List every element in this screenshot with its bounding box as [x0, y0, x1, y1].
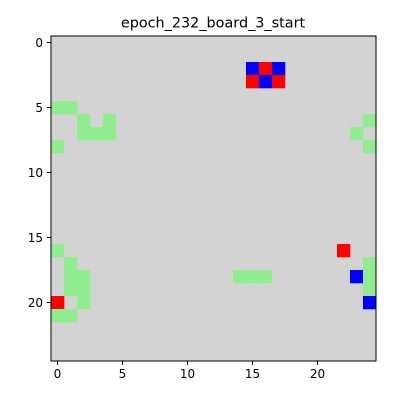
board-cell-blue: [350, 270, 364, 284]
game-board: 0 5 10 15 20 0 5 10 15 20: [28, 35, 377, 381]
board-cell-green: [246, 270, 260, 284]
board-cell-green: [64, 270, 78, 284]
board-cell-red: [272, 75, 286, 89]
board-cell-green: [64, 283, 78, 297]
board-cell-red: [51, 296, 65, 310]
board-cell-green: [64, 309, 78, 323]
board-cell-red: [337, 244, 351, 258]
board-cell-green: [77, 283, 91, 297]
board-cell-green: [51, 140, 65, 154]
board-cell-green: [51, 244, 65, 258]
board-cell-green: [233, 270, 247, 284]
board-cell-blue: [259, 75, 273, 89]
y-tick-label: 10: [28, 166, 43, 180]
board-cell-green: [64, 257, 78, 271]
board-cell-green: [90, 127, 104, 141]
figure-title: epoch_232_board_3_start: [121, 16, 306, 32]
board-cell-green: [363, 114, 377, 128]
board-background: [51, 36, 376, 361]
board-cell-red: [259, 62, 273, 76]
y-tick-label: 0: [35, 36, 43, 50]
board-cell-green: [77, 270, 91, 284]
y-tick-label: 5: [35, 101, 43, 115]
board-cell-blue: [272, 62, 286, 76]
board-cell-green: [363, 140, 377, 154]
y-tick-label: 20: [28, 296, 43, 310]
board-cell-green: [64, 101, 78, 115]
x-tick-label: 20: [310, 367, 325, 381]
board-cell-green: [77, 127, 91, 141]
board-cell-green: [51, 309, 65, 323]
board-cell-blue: [363, 296, 377, 310]
y-tick-label: 15: [28, 231, 43, 245]
board-cell-blue: [246, 62, 260, 76]
axes-frame: [50, 35, 377, 362]
board-cell-green: [363, 257, 377, 271]
board-cell-green: [363, 283, 377, 297]
board-cell-green: [77, 296, 91, 310]
board-cell-green: [363, 270, 377, 284]
board-cell-green: [103, 127, 117, 141]
x-tick-label: 15: [245, 367, 260, 381]
board-cell-green: [259, 270, 273, 284]
board-cell-green: [350, 127, 364, 141]
board-cell-green: [77, 114, 91, 128]
board-cell-red: [246, 75, 260, 89]
x-tick-label: 0: [54, 367, 62, 381]
x-tick-label: 5: [119, 367, 127, 381]
board-cell-green: [51, 101, 65, 115]
x-tick-label: 10: [180, 367, 195, 381]
board-cell-green: [103, 114, 117, 128]
